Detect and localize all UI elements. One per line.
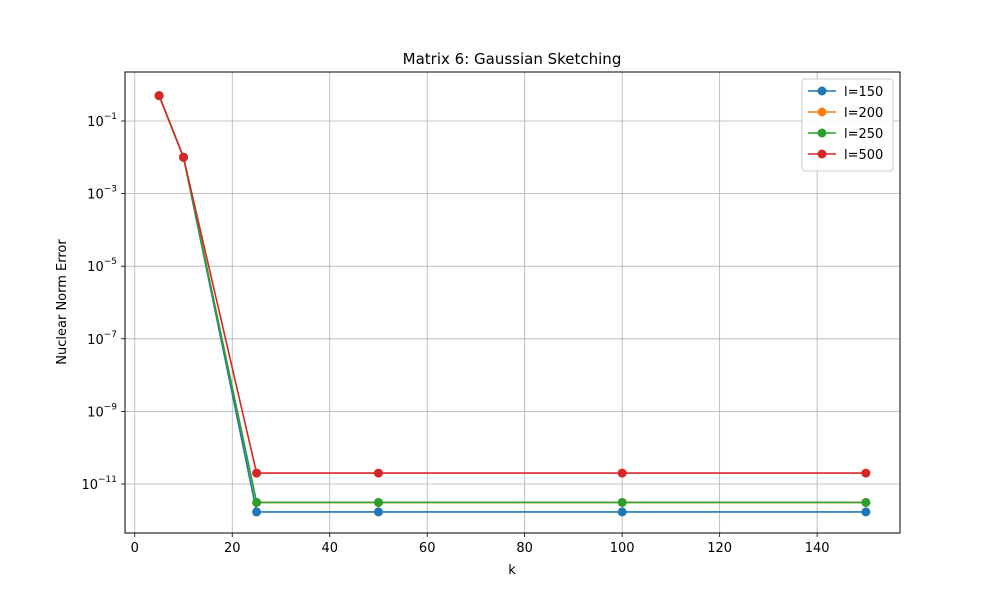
series-layer [154, 91, 871, 517]
series-line [158, 95, 866, 504]
x-tick-label: 140 [805, 541, 830, 556]
series-line [158, 95, 866, 474]
legend-box [801, 78, 894, 172]
y-tick-label: 10−5 [87, 257, 117, 275]
y-tick-label: 10−1 [87, 112, 117, 130]
legend-marker [817, 128, 827, 138]
legend-marker [817, 149, 827, 159]
data-point [252, 468, 262, 478]
x-tick-label: 80 [516, 541, 533, 556]
data-point [617, 468, 627, 478]
series-line [158, 95, 866, 504]
legend-label: l=150 [844, 85, 883, 100]
y-axis-label: Nuclear Norm Error [55, 239, 70, 365]
data-point [861, 468, 871, 478]
data-point [617, 507, 627, 517]
y-axis-ticks: 10−1 10−3 10−5 10−7 10−9 10−11 [81, 112, 125, 493]
data-point [617, 497, 627, 507]
y-tick-label: 10−3 [87, 185, 117, 203]
legend-marker [817, 86, 827, 96]
x-axis-label: k [508, 563, 516, 578]
x-axis-ticks: 0 20 40 60 80 100 120 140 [131, 533, 830, 556]
x-tick-label: 100 [610, 541, 635, 556]
legend-label: l=500 [844, 148, 883, 163]
legend-label: l=250 [844, 127, 883, 142]
y-tick-label: 10−9 [87, 402, 117, 420]
data-point [252, 497, 262, 507]
data-point [373, 507, 383, 517]
data-point [178, 152, 188, 162]
data-point [154, 91, 164, 101]
x-tick-label: 60 [419, 541, 436, 556]
data-point [861, 497, 871, 507]
data-point [252, 507, 262, 517]
x-tick-label: 0 [131, 541, 139, 556]
legend-label: l=200 [844, 106, 883, 121]
y-tick-label: 10−11 [81, 475, 117, 493]
x-tick-label: 40 [321, 541, 338, 556]
x-tick-label: 120 [707, 541, 732, 556]
x-tick-label: 20 [224, 541, 241, 556]
legend-marker [817, 107, 827, 117]
data-point [861, 507, 871, 517]
data-point [373, 497, 383, 507]
plot-frame [124, 71, 901, 534]
data-point [373, 468, 383, 478]
legend: l=150 l=200 l=250 l=500 [801, 78, 894, 172]
grid [125, 72, 900, 533]
series-line [158, 95, 866, 513]
chart-title: Matrix 6: Gaussian Sketching [403, 50, 622, 68]
y-tick-label: 10−7 [87, 330, 117, 348]
